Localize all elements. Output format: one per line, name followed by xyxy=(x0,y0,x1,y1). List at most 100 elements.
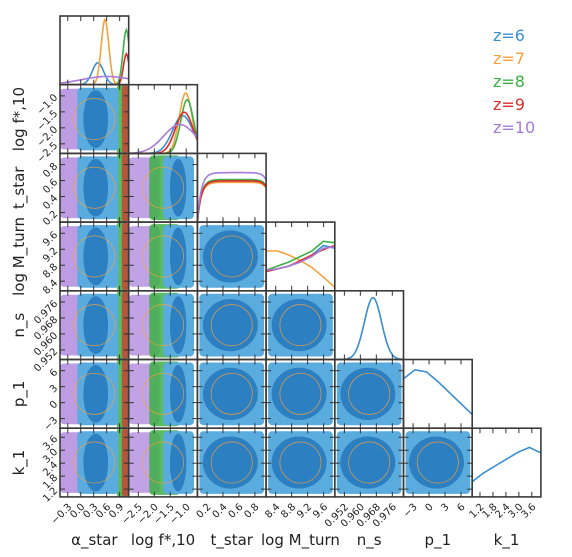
marginal-line-z10-t_star xyxy=(196,171,267,223)
contour-z6-inner xyxy=(271,367,327,420)
tick-label-x-t_star: 0.2 xyxy=(195,502,214,521)
panel-alpha_star-vs-t_star xyxy=(60,153,129,223)
marginal-line-z10-logM_turn xyxy=(266,246,335,271)
panel-t_star-vs-n_s xyxy=(199,293,265,357)
marginal-line-z6-log_fstar10 xyxy=(128,114,199,155)
axis-label-y-k1: k_1 xyxy=(10,450,29,476)
contour-z6-inner xyxy=(202,367,258,420)
panel-logM_turn-vs-k1 xyxy=(268,431,333,494)
panel-logM_turn-vs-n_s xyxy=(268,293,333,357)
marginal-log_fstar10 xyxy=(128,92,199,155)
contour-z6-inner xyxy=(340,367,396,420)
contour-z9 xyxy=(121,153,129,223)
marginal-p1 xyxy=(402,368,473,416)
panel-alpha_star-vs-logM_turn xyxy=(60,222,129,291)
tick-label-x-logM_turn: 8.8 xyxy=(279,502,298,521)
panel-alpha_star-vs-k1 xyxy=(60,428,129,497)
contour-z6-inner xyxy=(202,299,258,352)
contour-line-z7 xyxy=(142,372,185,415)
contour-line-z7 xyxy=(142,304,185,347)
axis-label-x-n_s: n_s xyxy=(357,531,382,550)
contour-z6-inner xyxy=(408,436,464,489)
marginal-line-z7-alpha_star xyxy=(60,18,129,86)
marginal-alpha_star xyxy=(59,18,130,86)
contour-z6-inner xyxy=(83,158,109,217)
contour-z6-inner xyxy=(169,158,187,217)
contour-line-z7 xyxy=(416,441,459,484)
panel-alpha_star-vs-p1 xyxy=(60,359,129,429)
legend-entry-z9: z=9 xyxy=(493,95,525,114)
marginal-line-z6-k1 xyxy=(471,446,542,483)
axis-label-x-alpha_star: α_star xyxy=(71,531,118,550)
contour-z6-inner xyxy=(83,296,109,355)
contour-z6-inner xyxy=(83,433,109,492)
contour-line-z7 xyxy=(279,372,322,415)
contour-z9 xyxy=(121,428,129,497)
tick-label-x-p1: 6 xyxy=(455,502,467,514)
panel-frame xyxy=(196,152,267,223)
axis-label-y-t_star: t_star xyxy=(10,166,29,209)
panel-n_s-vs-p1 xyxy=(336,362,402,426)
tick-label-y-p1: 6 xyxy=(48,367,60,379)
marginal-line-z7-log_fstar10 xyxy=(128,92,199,155)
axis-label-x-k1: k_1 xyxy=(494,531,520,550)
tick-label-x-p1: 3 xyxy=(439,502,451,514)
tick-label-y-logM_turn: 9.2 xyxy=(41,246,60,265)
tick-label-y-t_star: 0.2 xyxy=(41,209,60,228)
tick-label-x-p1: 0 xyxy=(423,502,435,514)
contour-z9 xyxy=(121,290,129,360)
marginal-logM_turn xyxy=(265,240,336,288)
panel-frame xyxy=(471,427,542,498)
contour-line-z7 xyxy=(142,235,185,278)
axis-label-y-logM_turn: log M_turn xyxy=(10,217,29,296)
panel-log_fstar10-vs-t_star xyxy=(128,155,194,221)
marginal-line-z9-t_star xyxy=(196,180,267,223)
marginal-line-z6-p1 xyxy=(402,368,473,416)
tick-label-x-t_star: 0.4 xyxy=(211,502,230,521)
tick-label-y-p1: 0 xyxy=(48,399,60,411)
contour-z6-inner xyxy=(83,227,109,286)
panel-log_fstar10-vs-n_s xyxy=(128,292,194,358)
contour-line-z7 xyxy=(348,372,391,415)
marginal-t_star xyxy=(196,171,267,223)
panel-alpha_star-vs-log_fstar10 xyxy=(60,84,129,154)
marginal-line-z8-t_star xyxy=(196,178,267,223)
contour-z6-inner xyxy=(83,364,109,423)
marginal-line-z8-logM_turn xyxy=(265,240,335,271)
tick-label-x-t_star: 0.6 xyxy=(227,502,246,521)
contour-line-z7 xyxy=(348,441,391,484)
contour-line-z7 xyxy=(73,372,116,415)
marginal-line-z6-n_s xyxy=(334,296,404,361)
panel-log_fstar10-vs-p1 xyxy=(128,361,194,427)
panel-alpha_star-vs-n_s xyxy=(60,290,129,360)
panel-t_star-vs-k1 xyxy=(199,431,265,494)
contour-line-z7 xyxy=(73,304,116,347)
tick-label-y-logM_turn: 8.8 xyxy=(41,262,60,281)
tick-label-x-p1: −3 xyxy=(402,502,420,520)
contour-z9 xyxy=(121,359,129,429)
panel-frame xyxy=(59,15,130,86)
contour-line-z7 xyxy=(73,166,116,209)
panel-p1-vs-k1 xyxy=(405,431,471,494)
contour-z6-inner xyxy=(169,433,187,492)
tick-label-x-logM_turn: 9.2 xyxy=(295,502,314,521)
contour-z6-inner xyxy=(202,436,258,489)
contour-line-z7 xyxy=(142,166,185,209)
contour-line-z7 xyxy=(73,441,116,484)
axis-label-y-n_s: n_s xyxy=(10,313,29,338)
panel-log_fstar10-vs-logM_turn xyxy=(128,224,194,289)
marginal-line-z10-alpha_star xyxy=(59,75,129,84)
tick-label-y-logM_turn: 8.4 xyxy=(41,278,60,297)
legend-entry-z10: z=10 xyxy=(493,118,536,137)
contour-z6-inner xyxy=(271,299,327,352)
tick-label-x-k1: 3.6 xyxy=(519,502,538,521)
contour-z6-inner xyxy=(202,230,258,283)
axis-label-x-p1: p_1 xyxy=(425,531,452,550)
legend-entry-z7: z=7 xyxy=(493,49,525,68)
contour-z6-inner xyxy=(169,227,187,286)
panel-t_star-vs-p1 xyxy=(199,362,265,426)
contour-line-z7 xyxy=(279,441,322,484)
contour-line-z7 xyxy=(73,98,116,141)
axis-label-y-p1: p_1 xyxy=(10,381,29,408)
marginal-n_s xyxy=(334,296,404,361)
